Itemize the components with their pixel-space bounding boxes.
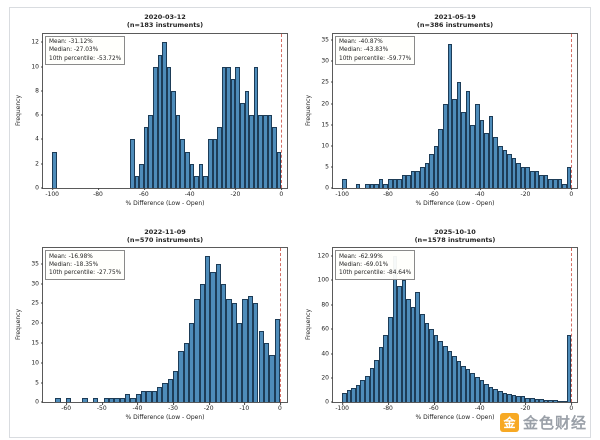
histogram-grid: 2020-03-12 (n=183 instruments) Frequency…: [10, 8, 590, 437]
plot-area: -100 -80 -60 -40 -20 0 0 5 10 15 20 25 30 35 Mean: -…: [321, 32, 578, 198]
watermark-text: 金色财经: [522, 414, 587, 432]
plot-wrap: Frequency -100 -80 -60 -40 -20 0 0 2 4 6 8 10 12 Me…: [15, 32, 288, 198]
jinse-logo-icon: 金: [499, 413, 519, 432]
subplot-date: 2025-10-10: [434, 227, 476, 236]
zero-line: [571, 248, 573, 403]
stats-box: Mean: -40.87% Median: -43.83% 10th percent…: [335, 35, 416, 66]
y-axis-label: Frequency: [305, 95, 312, 127]
plot-wrap: Frequency -100 -80 -60 -40 -20 0 0 5 10 15 20 25 30…: [305, 32, 578, 198]
subplot-date: 2020-03-12: [144, 13, 186, 21]
subplot-2022-11-09: 2022-11-09 (n=570 instruments) Frequency…: [10, 223, 300, 438]
subplot-2021-05-19: 2021-05-19 (n=386 instruments) Frequency…: [300, 8, 590, 223]
plot-wrap: Frequency -100 -80 -60 -40 -20 0 0 20 40 60 80 100…: [305, 247, 578, 412]
figure-frame: 2020-03-12 (n=183 instruments) Frequency…: [9, 7, 591, 438]
subplot-title: 2021-05-19 (n=386 instruments): [332, 13, 578, 30]
subplot-2020-03-12: 2020-03-12 (n=183 instruments) Frequency…: [10, 8, 300, 223]
y-axis-label: Frequency: [305, 309, 312, 341]
stats-box: Mean: -62.99% Median: -69.01% 10th percent…: [335, 250, 416, 280]
plot-area: -100 -80 -60 -40 -20 0 0 20 40 60 80 100 120 Mean: …: [318, 247, 578, 412]
x-axis-label: % Difference (Low - Open): [415, 414, 495, 422]
x-axis-label: % Difference (Low - Open): [415, 199, 495, 207]
plot-area: -100 -80 -60 -40 -20 0 0 2 4 6 8 10 12 Mean: -31.12…: [31, 32, 288, 198]
subplot-date: 2021-05-19: [434, 13, 476, 21]
subplot-title: 2020-03-12 (n=183 instruments): [42, 13, 288, 30]
x-axis-label: % Difference (Low - Open): [125, 199, 205, 207]
subplot-instrument-count: (n=570 instruments): [126, 235, 204, 244]
subplot-2025-10-10: 2025-10-10 (n=1578 instruments) Frequenc…: [300, 223, 590, 438]
plot-area: -60 -50 -40 -30 -20 -10 0 0 5 10 15 20 25 30 35 Mean:…: [31, 247, 288, 412]
subplot-instrument-count: (n=386 instruments): [416, 21, 494, 30]
stats-box: Mean: -16.98% Median: -18.35% 10th percent…: [45, 250, 126, 280]
subplot-instrument-count: (n=183 instruments): [126, 21, 204, 30]
stats-box: Mean: -31.12% Median: -27.03% 10th percent…: [45, 35, 126, 66]
plot-wrap: Frequency -60 -50 -40 -30 -20 -10 0 0 5 10 15 20 25…: [15, 247, 288, 412]
subplot-title: 2022-11-09 (n=570 instruments): [42, 228, 288, 245]
y-axis-label: Frequency: [15, 95, 22, 127]
subplot-date: 2022-11-09: [144, 227, 186, 236]
watermark: 金 金色财经: [499, 412, 587, 433]
y-axis-label: Frequency: [15, 309, 22, 341]
x-axis-label: % Difference (Low - Open): [125, 414, 205, 422]
subplot-title: 2025-10-10 (n=1578 instruments): [332, 228, 578, 245]
zero-line: [279, 248, 281, 403]
subplot-instrument-count: (n=1578 instruments): [414, 235, 496, 244]
zero-line: [571, 33, 573, 188]
zero-line: [281, 33, 283, 188]
